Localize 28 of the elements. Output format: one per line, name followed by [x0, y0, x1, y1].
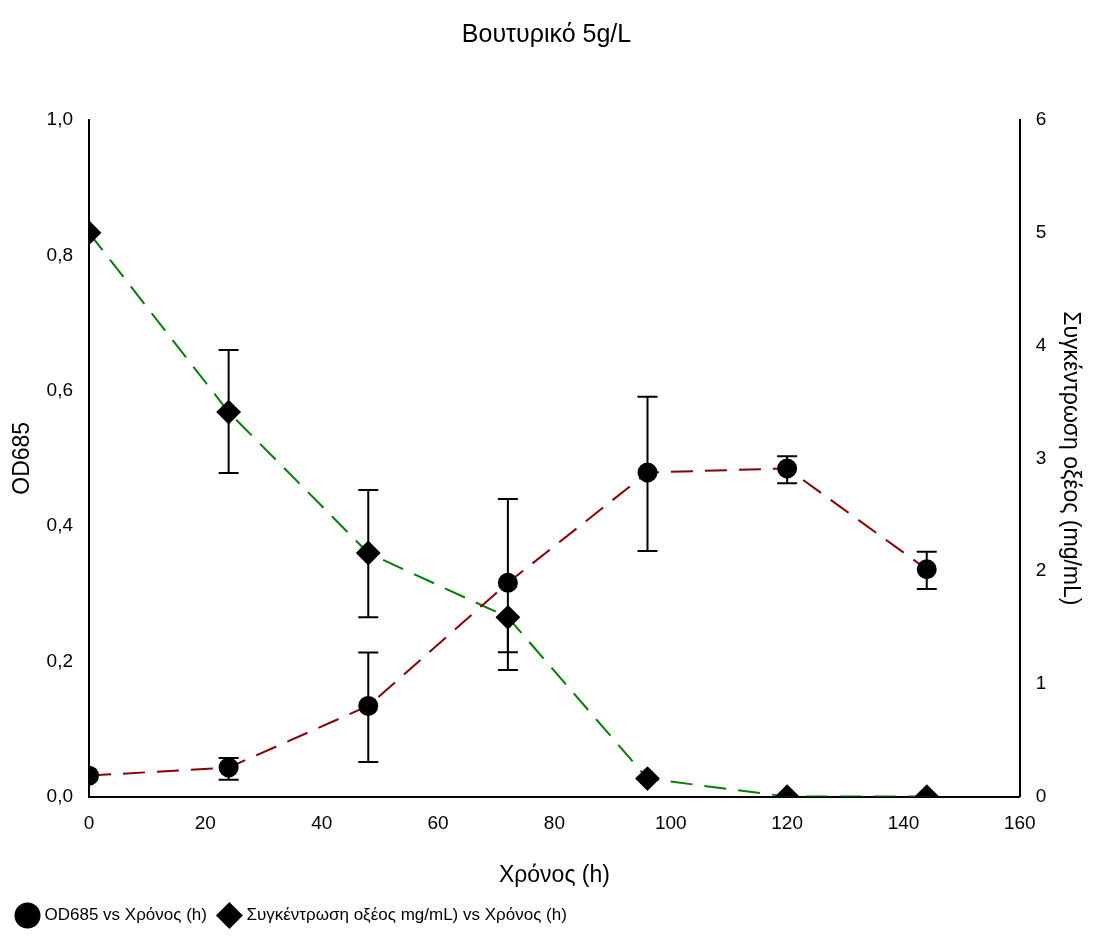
legend-label: Συγκέντρωση οξέος mg/mL) vs Χρόνος (h) — [246, 905, 567, 925]
x-tick-label: 100 — [654, 812, 687, 834]
y2-tick-label: 0 — [1035, 784, 1047, 806]
x-tick-label: 160 — [1003, 812, 1036, 834]
x-axis-title: Χρόνος (h) — [498, 860, 610, 887]
x-tick-label: 40 — [311, 812, 333, 834]
x-tick-label: 20 — [194, 812, 216, 834]
y2-tick-label: 6 — [1035, 108, 1047, 130]
chart-title: Βουτυρικό 5g/L — [461, 18, 632, 47]
x-tick-label: 140 — [887, 812, 920, 834]
y-tick-label: 0,6 — [46, 378, 74, 400]
y2-tick-label: 1 — [1035, 672, 1047, 694]
y2-tick-label: 5 — [1035, 221, 1047, 242]
y-tick-label: 0,8 — [46, 243, 74, 265]
y-tick-label: 0,0 — [46, 784, 74, 806]
y-tick-label: 0,2 — [46, 649, 74, 671]
x-tick-label: 80 — [543, 812, 565, 834]
y2-tick-label: 3 — [1035, 446, 1047, 468]
y2-tick-label: 2 — [1035, 559, 1047, 581]
x-tick-label: 0 — [83, 812, 95, 834]
legend-label: OD685 vs Χρόνος (h) — [44, 905, 207, 925]
y2-axis-title: Συγκέντρωση οξέος (mg/mL) — [1058, 311, 1085, 606]
y-axis-title: OD685 — [8, 421, 35, 495]
x-tick-label: 120 — [771, 812, 803, 834]
y-tick-label: 1,0 — [46, 108, 74, 130]
x-tick-label: 60 — [427, 812, 449, 834]
y2-tick-label: 4 — [1035, 333, 1047, 355]
y-tick-label: 0,4 — [46, 514, 74, 536]
